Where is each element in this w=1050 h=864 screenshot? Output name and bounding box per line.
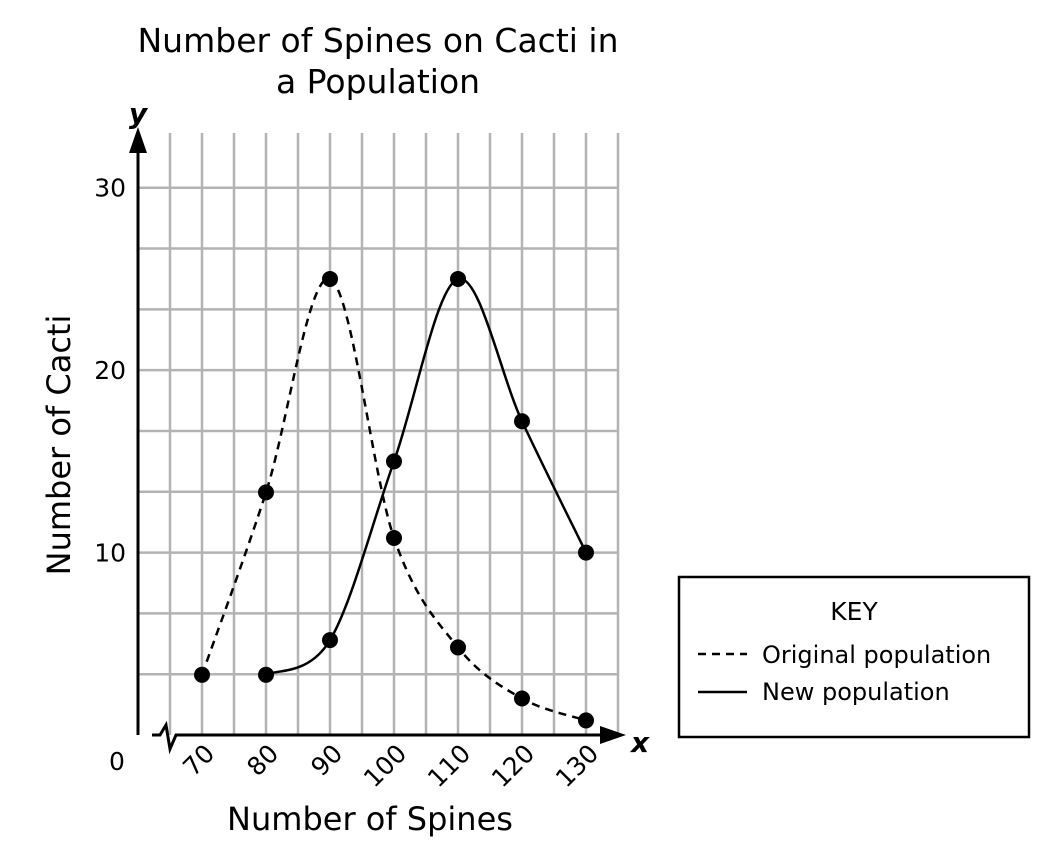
data-point-original xyxy=(514,690,530,707)
data-point-new xyxy=(578,544,594,561)
data-point-original xyxy=(386,529,402,546)
y-axis-arrow xyxy=(129,127,147,153)
y-tick-label: 30 xyxy=(94,174,126,203)
legend-entry-original: Original population xyxy=(762,641,991,669)
x-tick-label: 120 xyxy=(486,739,540,793)
data-point-original xyxy=(194,666,210,683)
y-axis-title: Number of Cacti xyxy=(40,315,78,576)
data-point-new xyxy=(322,632,338,649)
data-point-original xyxy=(322,270,338,287)
data-point-new xyxy=(514,413,530,430)
origin-label: 0 xyxy=(109,747,125,776)
x-tick-label: 70 xyxy=(177,739,220,782)
legend-entry-new: New population xyxy=(762,678,950,706)
y-tick-label: 20 xyxy=(94,356,126,385)
chart-title-line-1: Number of Spines on Cacti in xyxy=(138,21,619,60)
x-variable-label: x xyxy=(629,726,650,759)
x-tick-label: 130 xyxy=(550,739,604,793)
x-tick-label: 110 xyxy=(422,739,476,793)
x-axis-title: Number of Spines xyxy=(227,800,513,838)
data-point-new xyxy=(258,666,274,683)
legend-box xyxy=(677,575,1031,739)
chart-title-line-2: a Population xyxy=(276,62,480,101)
x-tick-label: 90 xyxy=(305,739,348,782)
x-tick-label: 100 xyxy=(358,739,412,793)
legend-title: KEY xyxy=(830,597,878,626)
data-point-original xyxy=(258,484,274,501)
y-tick-label: 10 xyxy=(94,539,126,568)
data-point-original xyxy=(450,639,466,656)
x-axis-break xyxy=(152,720,181,755)
x-axis-arrow xyxy=(600,726,626,744)
data-point-new xyxy=(450,270,466,287)
series-line-original xyxy=(200,277,587,722)
grid xyxy=(138,133,620,735)
axes xyxy=(129,127,626,755)
data-point-original xyxy=(578,712,594,729)
y-variable-label: y xyxy=(129,97,149,130)
data-point-new xyxy=(386,453,402,470)
series-layer xyxy=(194,270,594,729)
x-tick-label: 80 xyxy=(241,739,284,782)
legend: KEY Original population New population xyxy=(677,575,1031,739)
